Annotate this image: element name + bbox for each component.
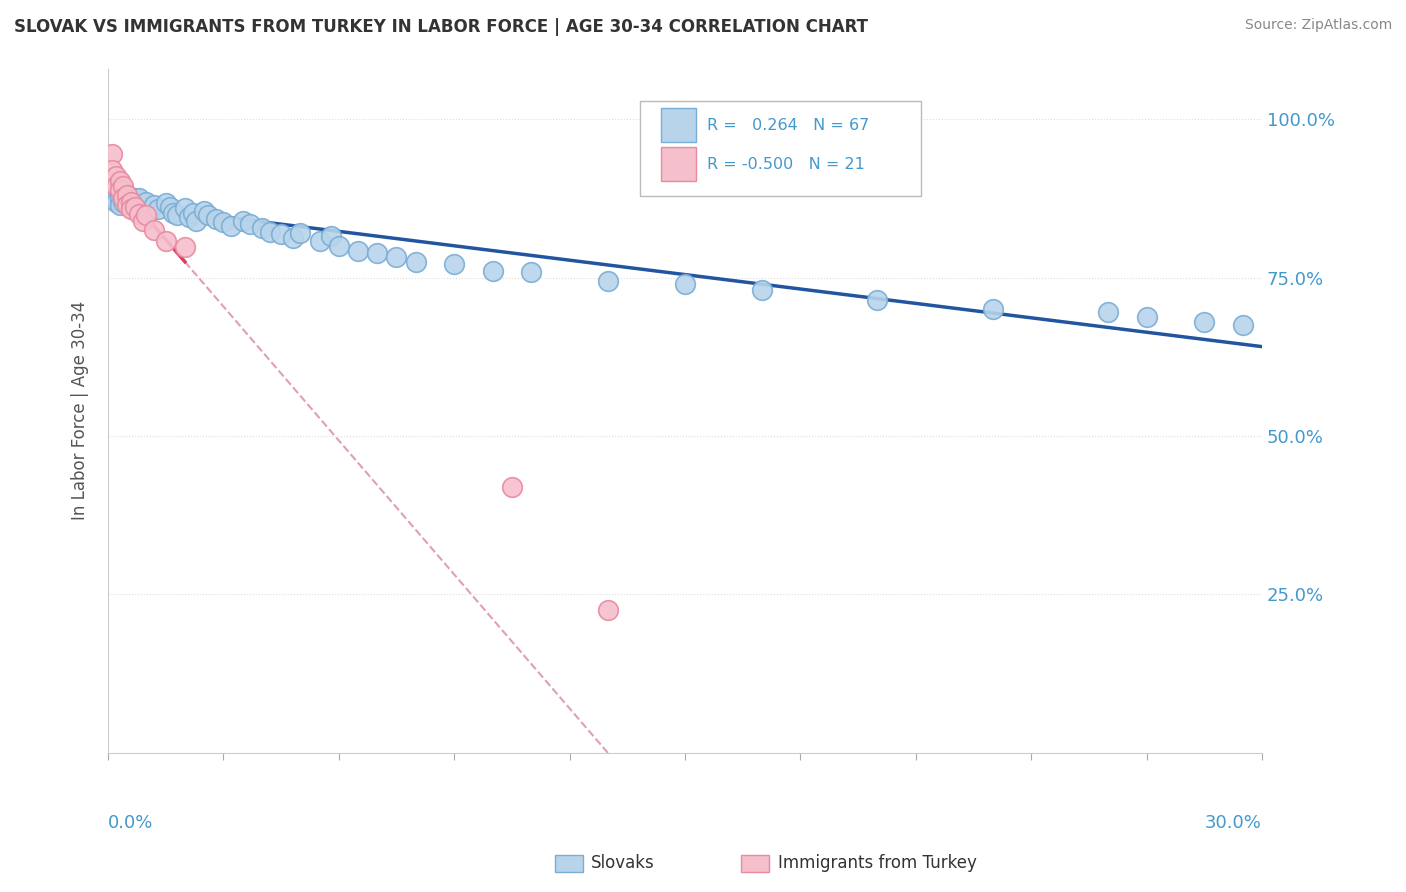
Point bbox=[232, 213, 254, 227]
Point bbox=[520, 265, 543, 279]
Point bbox=[481, 264, 503, 278]
Point bbox=[308, 234, 330, 248]
Point bbox=[405, 254, 427, 268]
Point bbox=[112, 194, 135, 209]
Text: 30.0%: 30.0% bbox=[1205, 814, 1263, 832]
Point bbox=[174, 201, 197, 215]
Point bbox=[290, 226, 312, 240]
Point bbox=[259, 225, 281, 239]
Point bbox=[135, 194, 157, 209]
Point bbox=[112, 186, 135, 201]
Point bbox=[385, 250, 408, 264]
Point bbox=[104, 185, 127, 199]
Point bbox=[124, 200, 146, 214]
Point bbox=[120, 194, 142, 208]
Point bbox=[128, 191, 150, 205]
Point bbox=[101, 178, 124, 193]
Point bbox=[115, 189, 138, 203]
Text: R = -0.500   N = 21: R = -0.500 N = 21 bbox=[707, 157, 865, 172]
Point bbox=[146, 202, 169, 216]
Text: Immigrants from Turkey: Immigrants from Turkey bbox=[778, 855, 976, 872]
Point bbox=[112, 183, 135, 197]
Point bbox=[108, 197, 131, 211]
Point bbox=[596, 274, 619, 288]
Point bbox=[104, 180, 127, 194]
Point bbox=[159, 200, 181, 214]
Point bbox=[673, 277, 696, 291]
Point bbox=[193, 204, 215, 219]
Point bbox=[101, 176, 124, 190]
Point bbox=[866, 293, 889, 307]
Point bbox=[112, 178, 135, 193]
Point bbox=[143, 197, 166, 211]
Point bbox=[112, 191, 135, 205]
Point bbox=[139, 204, 162, 219]
Point bbox=[212, 215, 235, 229]
Point bbox=[115, 195, 138, 210]
Text: Slovaks: Slovaks bbox=[591, 855, 654, 872]
Point bbox=[120, 194, 142, 209]
Point bbox=[1097, 305, 1119, 319]
Point bbox=[135, 209, 157, 223]
Point bbox=[596, 603, 619, 617]
Point bbox=[347, 244, 370, 258]
Point bbox=[128, 202, 150, 216]
Y-axis label: In Labor Force | Age 30-34: In Labor Force | Age 30-34 bbox=[72, 301, 89, 520]
Point bbox=[174, 240, 197, 254]
Point bbox=[443, 257, 465, 271]
Point bbox=[115, 188, 138, 202]
Point bbox=[197, 209, 219, 223]
Point bbox=[108, 191, 131, 205]
Point bbox=[101, 162, 124, 177]
Point bbox=[366, 246, 388, 260]
Point bbox=[104, 178, 127, 193]
Point bbox=[101, 182, 124, 196]
Point bbox=[120, 201, 142, 215]
Point bbox=[219, 219, 242, 233]
Point bbox=[128, 207, 150, 221]
Text: 0.0%: 0.0% bbox=[108, 814, 153, 832]
Point bbox=[981, 302, 1004, 317]
Point bbox=[108, 183, 131, 197]
Point bbox=[250, 221, 273, 235]
Point bbox=[751, 283, 773, 297]
Point bbox=[181, 206, 204, 220]
Point bbox=[120, 202, 142, 216]
Point bbox=[108, 174, 131, 188]
Point bbox=[101, 147, 124, 161]
Point bbox=[239, 217, 262, 231]
Point bbox=[124, 195, 146, 210]
Text: Source: ZipAtlas.com: Source: ZipAtlas.com bbox=[1244, 18, 1392, 32]
Point bbox=[281, 231, 304, 245]
Point bbox=[131, 200, 153, 214]
Point bbox=[177, 211, 200, 225]
Point bbox=[108, 188, 131, 202]
Point bbox=[319, 229, 342, 244]
Point bbox=[115, 197, 138, 211]
Point bbox=[1192, 315, 1215, 329]
Point bbox=[166, 209, 188, 223]
Point bbox=[104, 191, 127, 205]
Point bbox=[186, 213, 208, 227]
Point bbox=[155, 195, 177, 210]
Point bbox=[131, 213, 153, 227]
Point bbox=[124, 191, 146, 205]
Text: R =   0.264   N = 67: R = 0.264 N = 67 bbox=[707, 118, 870, 133]
Point bbox=[108, 180, 131, 194]
Point bbox=[328, 239, 350, 253]
Point bbox=[204, 212, 226, 227]
Point bbox=[155, 234, 177, 248]
Point bbox=[104, 194, 127, 209]
Point bbox=[1232, 318, 1254, 332]
Point bbox=[1135, 310, 1157, 324]
Point bbox=[115, 191, 138, 205]
Point bbox=[104, 169, 127, 184]
Point bbox=[501, 479, 523, 493]
Point bbox=[143, 223, 166, 237]
Text: SLOVAK VS IMMIGRANTS FROM TURKEY IN LABOR FORCE | AGE 30-34 CORRELATION CHART: SLOVAK VS IMMIGRANTS FROM TURKEY IN LABO… bbox=[14, 18, 868, 36]
Point bbox=[162, 206, 184, 220]
Point bbox=[270, 227, 292, 242]
